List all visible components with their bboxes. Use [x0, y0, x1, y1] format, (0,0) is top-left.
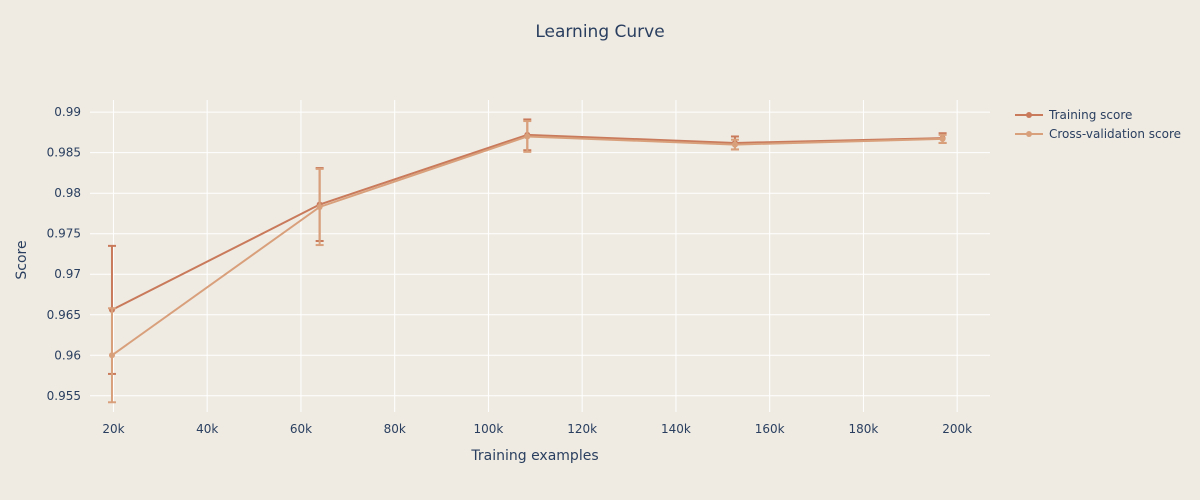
- y-tick-label: 0.99: [54, 105, 81, 119]
- legend-swatch-marker: [1026, 131, 1032, 137]
- data-point: [524, 133, 531, 140]
- x-tick-label: 60k: [290, 422, 312, 436]
- x-tick-label: 100k: [474, 422, 504, 436]
- data-point: [939, 135, 946, 142]
- grid-lines: [90, 100, 990, 412]
- x-tick-label: 140k: [661, 422, 691, 436]
- data-point: [108, 352, 115, 359]
- legend-label: Training score: [1048, 108, 1132, 122]
- x-tick-label: 180k: [849, 422, 879, 436]
- y-tick-label: 0.97: [54, 267, 81, 281]
- legend[interactable]: Training score Cross-validation score: [1015, 108, 1181, 141]
- legend-item[interactable]: Training score: [1015, 108, 1132, 122]
- series-1: [107, 120, 947, 404]
- data-point: [316, 203, 323, 210]
- y-tick-label: 0.985: [47, 146, 81, 160]
- series-line: [111, 133, 943, 311]
- y-axis-title: Score: [14, 240, 30, 279]
- legend-swatch-marker: [1026, 112, 1032, 118]
- x-tick-label: 160k: [755, 422, 785, 436]
- x-tick-label: 80k: [384, 422, 406, 436]
- legend-item[interactable]: Cross-validation score: [1015, 127, 1181, 141]
- data-point: [731, 141, 738, 148]
- x-tick-label: 200k: [942, 422, 972, 436]
- y-tick-label: 0.955: [47, 389, 81, 403]
- y-tick-label: 0.98: [54, 186, 81, 200]
- x-tick-label: 120k: [567, 422, 597, 436]
- x-tick-label: 20k: [102, 422, 124, 436]
- tick-labels: 0.955 0.96 0.965 0.97 0.975 0.98 0.985 0.99 20k 4…: [47, 105, 973, 436]
- y-tick-label: 0.965: [47, 308, 81, 322]
- y-tick-label: 0.975: [47, 227, 81, 241]
- x-tick-label: 40k: [196, 422, 218, 436]
- y-tick-label: 0.96: [54, 348, 81, 362]
- legend-label: Cross-validation score: [1049, 127, 1181, 141]
- x-axis-title: Training examples: [470, 448, 598, 464]
- series-layer: [107, 118, 947, 404]
- series-0: [107, 118, 947, 375]
- chart-title: Learning Curve: [535, 22, 664, 42]
